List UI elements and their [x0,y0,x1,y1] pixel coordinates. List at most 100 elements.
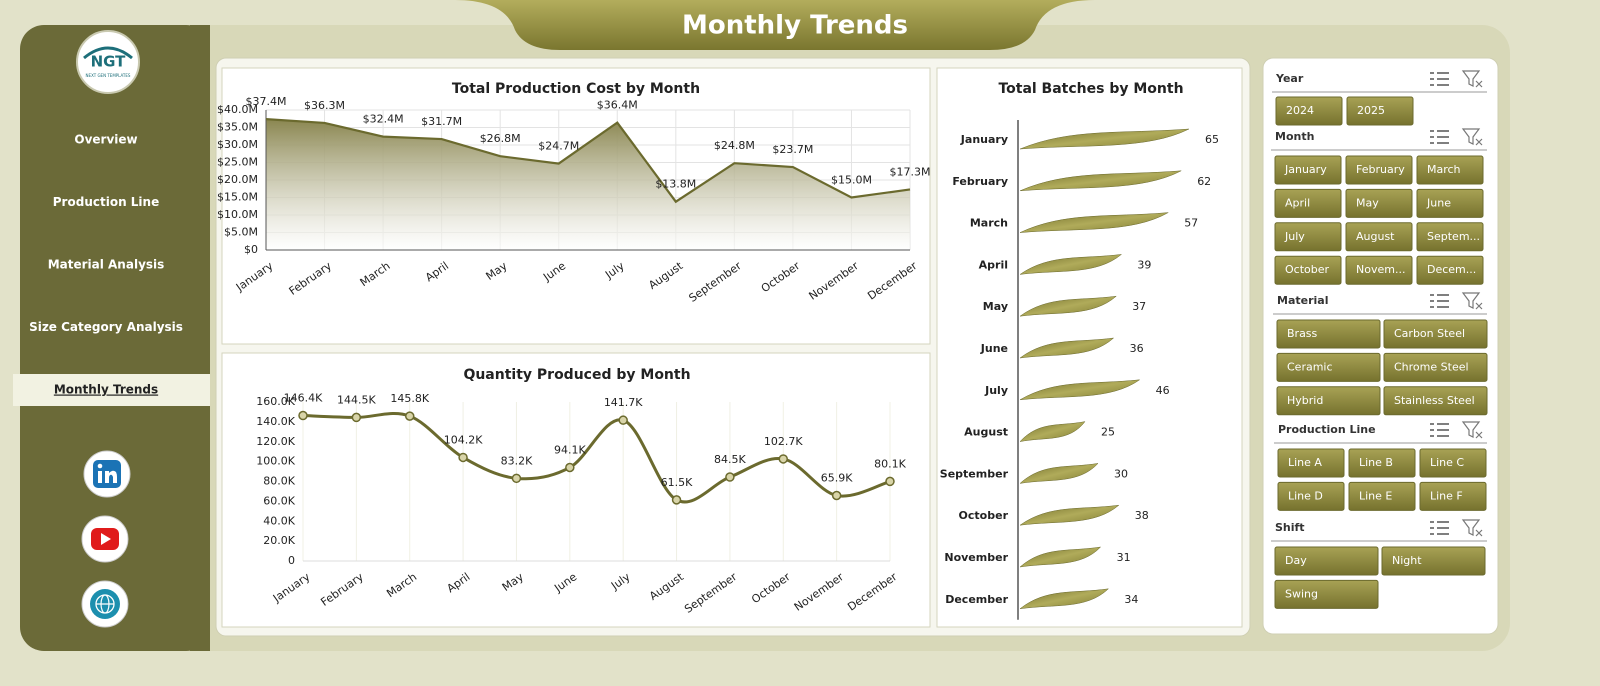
slicer-button-label[interactable]: August [1356,230,1395,243]
slicer-button-label[interactable]: Decem... [1427,263,1476,276]
slicer-button[interactable] [1381,546,1486,576]
slicer-button[interactable] [1345,255,1413,285]
slicer-button-label[interactable]: Line B [1359,456,1393,469]
slicer-button[interactable] [1345,222,1413,252]
slicer-button-label[interactable]: June [1426,196,1451,209]
slicer-button[interactable] [1383,319,1488,349]
slicer-button-label[interactable]: Ceramic [1287,360,1333,373]
slicer-button-label[interactable]: Day [1285,554,1307,567]
slicer-button-label[interactable]: March [1427,163,1461,176]
multi-select-icon[interactable] [1430,423,1449,437]
slicer-button[interactable] [1348,448,1416,478]
multi-select-icon[interactable] [1430,130,1449,144]
youtube-icon[interactable] [81,515,129,563]
slicer-button-label[interactable]: Stainless Steel [1394,394,1475,407]
slicer-title: Year [1275,72,1304,85]
slicer-button[interactable] [1416,155,1484,185]
slicer-button[interactable] [1274,579,1379,609]
slicer-button[interactable] [1277,448,1345,478]
slicer-button-label[interactable]: Line C [1430,456,1464,469]
data-label: 31 [1117,551,1131,564]
logo-swoosh [83,46,133,60]
nav-item[interactable]: Overview [74,133,137,147]
slicer-button-label[interactable]: Novem... [1356,263,1405,276]
y-tick-label: February [952,175,1008,188]
slicer-button-label[interactable]: July [1284,230,1305,243]
slicer-button-label[interactable]: Septem... [1427,230,1480,243]
slicer-button[interactable] [1383,386,1488,416]
data-label: 80.1K [874,457,906,470]
clear-filter-icon[interactable] [1461,70,1483,88]
multi-select-icon[interactable] [1430,294,1449,308]
clear-filter-icon[interactable] [1461,519,1483,537]
chart-title: Total Production Cost by Month [452,81,700,97]
slicer-button[interactable] [1276,386,1381,416]
slicer-button-label[interactable]: Line F [1430,489,1463,502]
clear-filter-icon[interactable] [1461,128,1483,146]
slicer-button[interactable] [1276,352,1381,382]
slicer-button[interactable] [1348,481,1416,511]
data-label: 146.4K [284,392,323,405]
y-tick-label: March [970,217,1008,230]
slicer-button-label[interactable]: Hybrid [1287,394,1323,407]
slicer-button[interactable] [1346,96,1414,126]
slicer-title: Month [1275,130,1314,143]
y-tick-label: $5.0M [224,226,258,239]
slicer-button-label[interactable]: 2025 [1357,104,1385,117]
clear-filter-icon[interactable] [1461,421,1483,439]
slicer-button-label[interactable]: Line D [1288,489,1323,502]
slicer-button[interactable] [1274,155,1342,185]
slicer-button[interactable] [1277,481,1345,511]
marker [778,454,789,464]
logo-tagline: NEXT GEN TEMPLATES [86,73,131,78]
slicer-button[interactable] [1345,155,1413,185]
nav-item[interactable]: Material Analysis [48,258,165,272]
multi-select-icon[interactable] [1430,72,1449,86]
slicer-button[interactable] [1275,96,1343,126]
slicer-button[interactable] [1274,255,1342,285]
slicer-button[interactable] [1419,481,1487,511]
slicer-button-label[interactable]: January [1284,163,1327,176]
data-label: $15.0M [831,174,872,187]
slicer-button[interactable] [1416,222,1484,252]
linkedin-icon[interactable] [83,450,131,498]
slicer-button[interactable] [1419,448,1487,478]
slicer-button-label[interactable]: Chrome Steel [1394,360,1469,373]
nav-item[interactable]: Production Line [53,195,159,209]
slicer-button-label[interactable]: Line E [1359,489,1392,502]
marker [404,411,415,421]
slicer-button-label[interactable]: Line A [1288,456,1322,469]
slicer-button[interactable] [1274,222,1342,252]
slicer-button[interactable] [1274,188,1342,218]
slicer-button[interactable] [1274,546,1379,576]
slicer-button-label[interactable]: February [1356,163,1405,176]
slicer-button-label[interactable]: Swing [1285,587,1318,600]
nav-item[interactable]: Size Category Analysis [29,320,183,334]
slicer-button-label[interactable]: Night [1392,554,1422,567]
data-label: 37 [1132,300,1146,313]
web-icon[interactable] [81,580,129,628]
slicer-button[interactable] [1276,319,1381,349]
nav-item[interactable]: Monthly Trends [54,383,158,397]
y-tick-label: 20.0K [263,534,295,547]
multi-select-icon[interactable] [1430,521,1449,535]
clear-filter-icon[interactable] [1461,292,1483,310]
y-tick-label: August [964,426,1008,439]
y-tick-label: May [983,300,1008,313]
slicer-button-label[interactable]: Carbon Steel [1394,327,1465,340]
slicer-button[interactable] [1383,352,1488,382]
slicer-button[interactable] [1345,188,1413,218]
slicer-button[interactable] [1416,255,1484,285]
slicer-button-label[interactable]: 2024 [1286,104,1314,117]
slicer-button-label[interactable]: April [1285,196,1310,209]
y-tick-label: December [945,593,1008,606]
y-tick-label: 160.0K [256,395,295,408]
slicer-button-label[interactable]: Brass [1287,327,1318,340]
slicer-button[interactable] [1416,188,1484,218]
bar [1019,128,1190,150]
slicer-button-label[interactable]: October [1285,263,1329,276]
data-label: 94.1K [554,443,586,456]
slicer-button-label[interactable]: May [1356,196,1379,209]
data-label: $17.3M [890,165,931,178]
